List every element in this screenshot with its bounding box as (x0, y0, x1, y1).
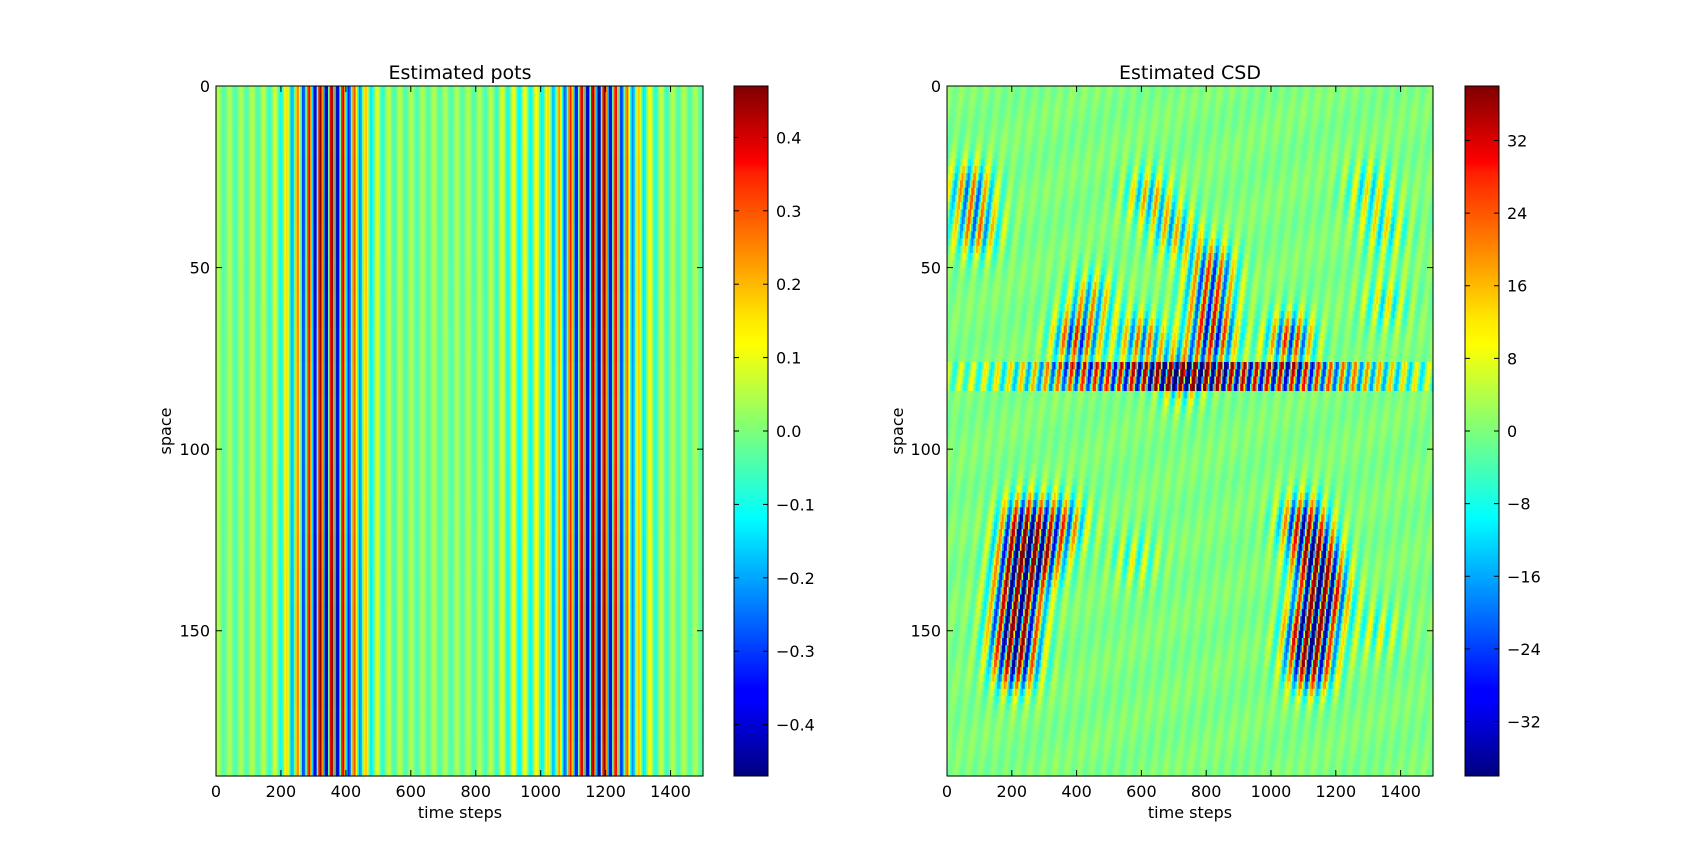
pots-panel: Estimated pots 0 200 400 600 800 1000 1200 1400… (156, 62, 815, 822)
pots-title: Estimated pots (388, 62, 531, 84)
pots-heatmap (216, 86, 704, 777)
